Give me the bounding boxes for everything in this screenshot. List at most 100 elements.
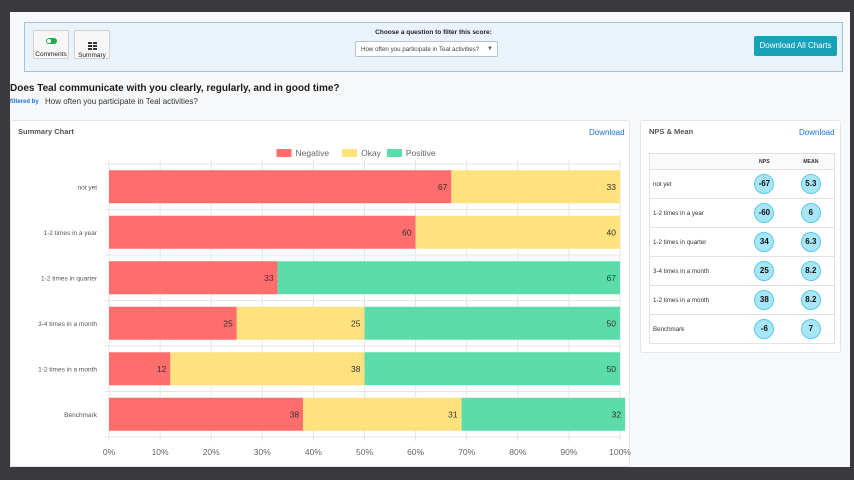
- nps-mean-card: NPS & Mean Download NPS MEAN not yet -67 5…: [640, 120, 841, 353]
- table-row: not yet -67 5.3: [649, 169, 835, 199]
- nps-value: 25: [754, 261, 775, 281]
- mean-cell: 5.3: [788, 170, 835, 199]
- bar-data-label: 50: [607, 364, 617, 374]
- bar-segment-negative[interactable]: [109, 215, 416, 249]
- nps-cell: -6: [741, 315, 788, 344]
- summary-label: Summary: [78, 52, 106, 59]
- nps-value: -6: [754, 319, 775, 339]
- bar-data-label: 33: [264, 273, 274, 283]
- legend-swatch-negative[interactable]: [276, 149, 292, 157]
- bar-segment-okay[interactable]: [236, 306, 365, 340]
- x-tick-label: 70%: [458, 447, 475, 457]
- mean-cell: 6: [788, 199, 835, 228]
- bar-data-label: 67: [438, 182, 448, 192]
- nps-value: 38: [754, 290, 775, 310]
- bar-segment-positive[interactable]: [277, 261, 620, 295]
- comments-button[interactable]: Comments: [33, 30, 69, 59]
- row-label: Benchmark: [653, 325, 685, 333]
- bar-segment-okay[interactable]: [170, 352, 365, 386]
- nps-mean-table: NPS MEAN not yet -67 5.3 1-2 times in a yea…: [649, 153, 835, 344]
- mean-value: 5.3: [800, 174, 821, 194]
- question-title: Does Teal communicate with you clearly, …: [10, 83, 340, 94]
- bar-data-label: 67: [607, 273, 617, 283]
- x-tick-label: 50%: [356, 447, 373, 457]
- summary-chart-download-link[interactable]: Download: [589, 128, 625, 137]
- summary-button[interactable]: Summary: [74, 30, 110, 59]
- bar-data-label: 25: [223, 318, 233, 328]
- bar-data-label: 31: [448, 409, 458, 419]
- nps-table-header: NPS MEAN: [649, 153, 835, 170]
- bar-segment-positive[interactable]: [364, 352, 621, 386]
- filtered-by-label: filtered by: [10, 99, 39, 105]
- y-category-label: not yet: [77, 184, 97, 191]
- chevron-down-icon: ▼: [487, 46, 493, 52]
- x-tick-label: 30%: [254, 447, 271, 457]
- row-label: 1-2 times in a month: [653, 296, 710, 304]
- bar-segment-negative[interactable]: [109, 261, 278, 295]
- x-tick-label: 100%: [609, 447, 631, 457]
- table-icon: [87, 42, 97, 50]
- mean-value: 8.2: [800, 261, 821, 281]
- bar-segment-negative[interactable]: [109, 306, 237, 340]
- mean-value: 6.3: [800, 232, 821, 252]
- bar-segment-okay[interactable]: [303, 397, 462, 431]
- filtered-by-value: How often you participate in Teal activi…: [45, 97, 198, 106]
- mean-cell: 7: [788, 315, 835, 344]
- y-category-label: 1-2 times in a month: [38, 366, 97, 373]
- bar-segment-positive[interactable]: [461, 397, 626, 431]
- table-row: 1-2 times in a month 38 8.2: [649, 285, 835, 315]
- x-tick-label: 10%: [152, 447, 169, 457]
- filter-toolbar: Comments Summary Choose a question to fi…: [24, 22, 843, 72]
- mean-column-header: MEAN: [803, 158, 819, 165]
- bar-data-label: 50: [607, 318, 617, 328]
- table-row: 1-2 times in quarter 34 6.3: [649, 227, 835, 257]
- bar-segment-negative[interactable]: [109, 397, 304, 431]
- table-row: 3-4 times in a month 25 8.2: [649, 256, 835, 286]
- download-all-charts-button[interactable]: Download All Charts: [754, 36, 837, 56]
- bar-segment-positive[interactable]: [364, 306, 621, 340]
- summary-chart-title: Summary Chart: [18, 127, 74, 136]
- report-page: Comments Summary Choose a question to fi…: [10, 12, 850, 467]
- nps-mean-download-link[interactable]: Download: [799, 128, 835, 137]
- bar-segment-negative[interactable]: [109, 170, 452, 204]
- bar-data-label: 33: [607, 182, 617, 192]
- mean-cell: 8.2: [788, 257, 835, 286]
- mean-cell: 6.3: [788, 228, 835, 257]
- bar-data-label: 12: [157, 364, 167, 374]
- row-label: not yet: [653, 180, 672, 188]
- x-tick-label: 60%: [407, 447, 424, 457]
- nps-cell: -67: [741, 170, 788, 199]
- toggle-icon: [45, 38, 57, 44]
- bar-data-label: 25: [351, 318, 361, 328]
- question-filter-value: How often you participate in Teal activi…: [361, 46, 480, 53]
- bar-data-label: 60: [402, 227, 412, 237]
- bar-data-label: 38: [351, 364, 361, 374]
- legend-swatch-positive[interactable]: [386, 149, 402, 157]
- legend-label[interactable]: Negative: [296, 148, 330, 158]
- bar-segment-okay[interactable]: [415, 215, 620, 249]
- mean-value: 7: [800, 319, 821, 339]
- question-filter-select[interactable]: How often you participate in Teal activi…: [355, 41, 498, 57]
- window-bottom-bar: [0, 467, 854, 480]
- filter-prompt: Choose a question to filter this score:: [375, 29, 492, 36]
- bar-data-label: 32: [612, 409, 622, 419]
- row-label: 3-4 times in a month: [653, 267, 710, 275]
- bar-segment-okay[interactable]: [451, 170, 620, 204]
- table-row: Benchmark -6 7: [649, 314, 835, 344]
- y-category-label: 1-2 times in quarter: [41, 275, 98, 282]
- nps-value: 34: [754, 232, 775, 252]
- row-label-header: [650, 154, 741, 170]
- mean-value: 8.2: [800, 290, 821, 310]
- bar-segment-negative[interactable]: [109, 352, 171, 386]
- x-tick-label: 20%: [203, 447, 220, 457]
- nps-cell: 34: [741, 228, 788, 257]
- legend-label[interactable]: Okay: [361, 148, 382, 158]
- legend-swatch-okay[interactable]: [342, 149, 358, 157]
- bar-data-label: 38: [290, 409, 300, 419]
- nps-value: -60: [754, 203, 775, 223]
- legend-label[interactable]: Positive: [406, 148, 436, 158]
- bar-data-label: 40: [607, 227, 617, 237]
- nps-value: -67: [754, 174, 775, 194]
- x-tick-label: 0%: [103, 447, 116, 457]
- y-category-label: Benchmark: [64, 412, 98, 419]
